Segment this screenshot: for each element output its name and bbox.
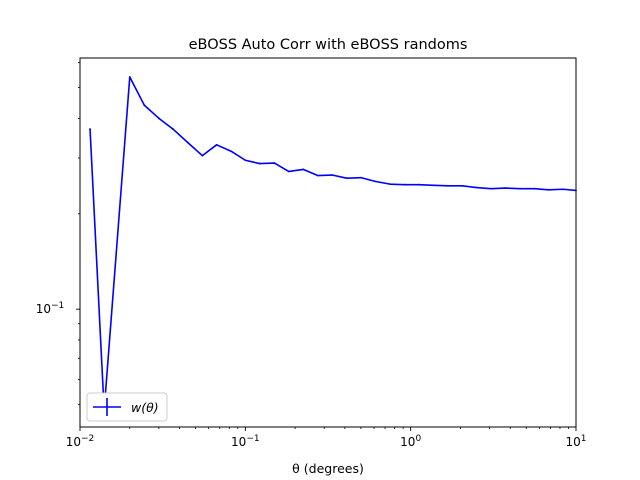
x-tick-label-exponent: −2 <box>81 434 94 444</box>
data-point <box>490 187 492 190</box>
x-tick-label-base: 10 <box>400 435 415 449</box>
data-point <box>302 168 305 171</box>
x-tick-label-exponent: 1 <box>581 434 587 444</box>
data-point <box>547 188 550 191</box>
x-tick-label: 100 <box>400 434 421 449</box>
data-point <box>157 117 160 120</box>
x-tick-label-base: 10 <box>565 435 580 449</box>
plot-area <box>80 58 576 427</box>
data-point <box>359 176 362 179</box>
data-point <box>417 183 420 186</box>
data-point <box>187 141 189 144</box>
data-point <box>432 184 435 187</box>
data-point <box>345 177 348 180</box>
x-tick-label: 101 <box>565 434 586 449</box>
data-point <box>374 180 377 183</box>
data-point <box>562 188 565 191</box>
data-point <box>143 104 146 107</box>
series-line <box>89 76 577 412</box>
y-tick-label-exponent: −1 <box>51 301 64 311</box>
data-point <box>331 174 334 176</box>
data-point <box>273 162 276 164</box>
x-tick-label-exponent: 0 <box>415 434 421 444</box>
x-tick-label: 10−2 <box>66 434 95 449</box>
data-point <box>389 183 391 186</box>
data-point <box>287 170 290 173</box>
data-point <box>89 128 91 130</box>
data-point <box>230 150 232 153</box>
y-tick-label: 10−1 <box>36 301 65 316</box>
x-axis-ticks: 10−2 10−1 100 101 <box>66 427 587 449</box>
data-point <box>475 186 478 189</box>
data-point <box>128 76 131 78</box>
x-axis-label: θ (degrees) <box>292 461 364 476</box>
data-point <box>519 187 521 190</box>
y-tick-label-base: 10 <box>36 302 51 316</box>
x-tick-label-exponent: −1 <box>246 434 259 444</box>
data-point <box>533 187 536 190</box>
plot-frame <box>79 57 577 428</box>
data-point <box>172 128 174 130</box>
data-point <box>201 154 204 157</box>
legend: w(θ) <box>86 392 168 422</box>
data-point <box>403 183 406 186</box>
chart-title: eBOSS Auto Corr with eBOSS randoms <box>189 37 468 53</box>
data-point <box>244 159 247 162</box>
legend-label-w-theta: w(θ) <box>131 400 159 415</box>
data-point <box>316 174 319 177</box>
x-tick-label-base: 10 <box>231 435 246 449</box>
x-tick-label-base: 10 <box>66 435 81 449</box>
data-point <box>215 143 218 146</box>
data-point <box>447 184 449 187</box>
data-point <box>258 162 261 165</box>
data-point <box>461 184 464 187</box>
data-point <box>504 187 507 189</box>
series-layer <box>89 76 577 412</box>
x-tick-label: 10−1 <box>231 434 260 449</box>
